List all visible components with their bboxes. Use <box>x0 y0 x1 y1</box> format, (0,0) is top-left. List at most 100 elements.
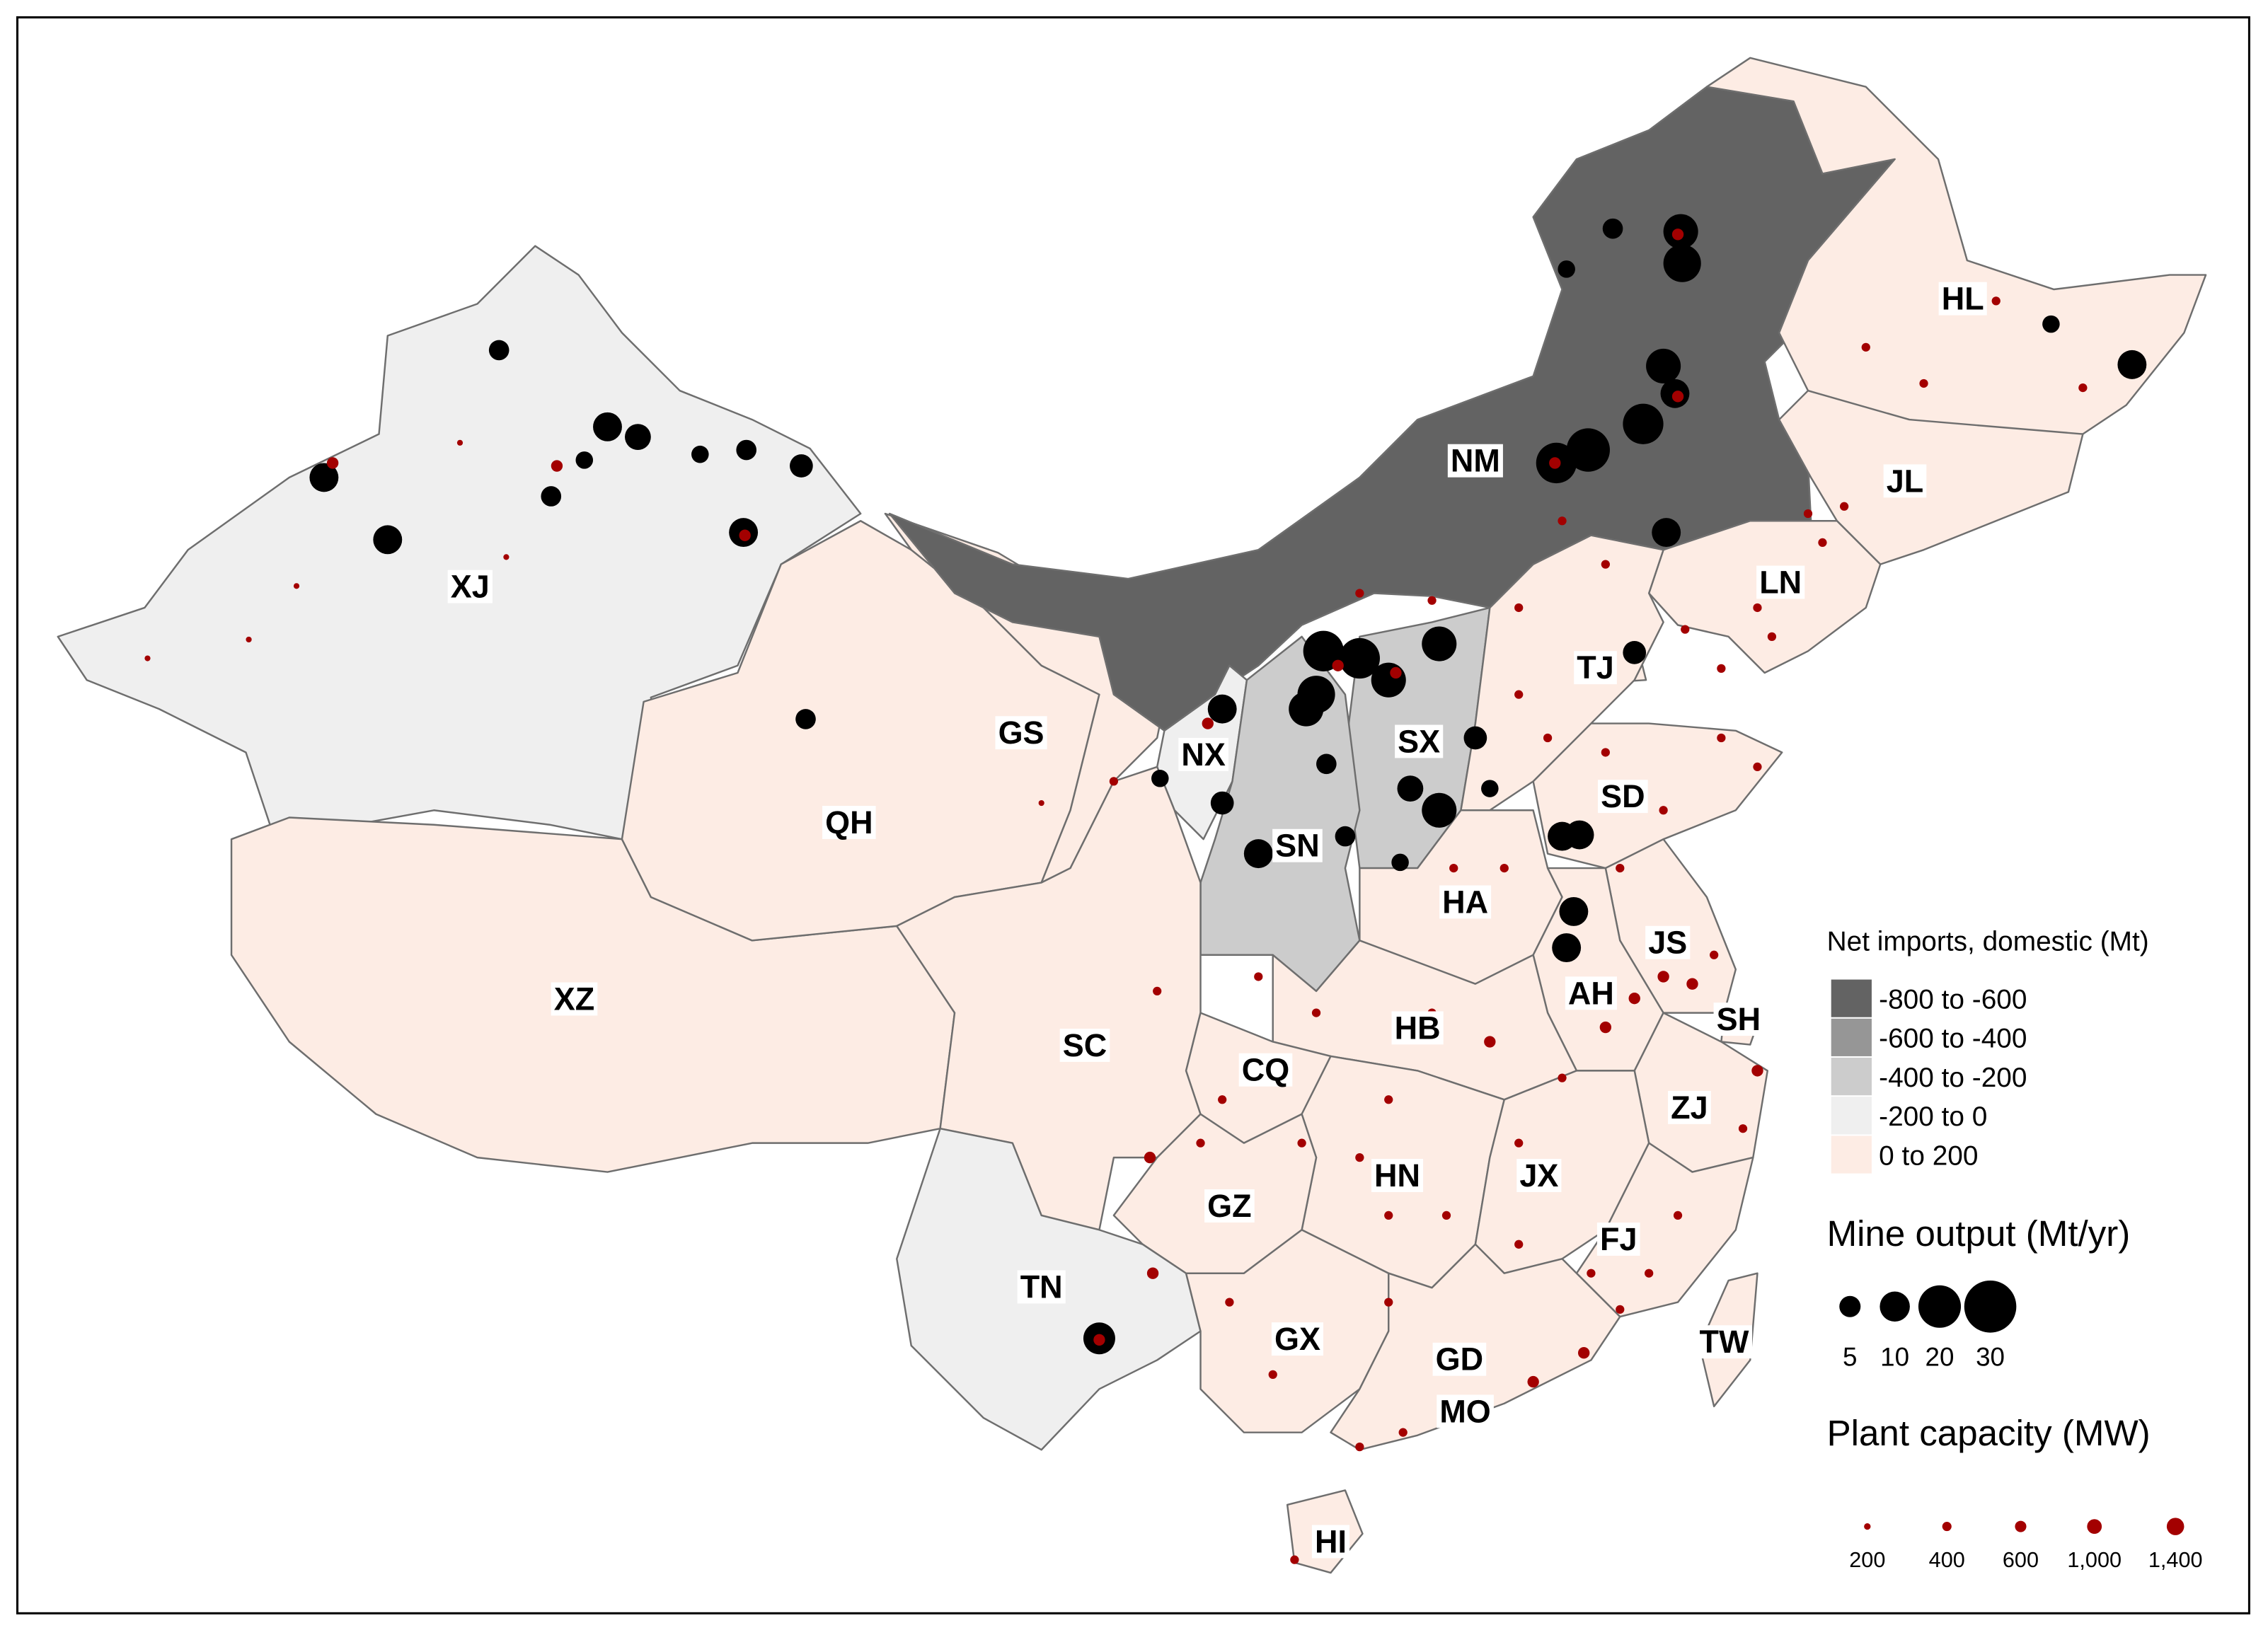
point <box>739 529 751 541</box>
point <box>1767 632 1777 641</box>
mine-points <box>309 214 2147 1355</box>
point <box>1427 596 1437 605</box>
point <box>1514 603 1524 613</box>
point <box>2117 349 2147 379</box>
province-shape <box>1532 722 1783 870</box>
point <box>1991 296 2001 306</box>
province-label: AH <box>1568 975 1614 1011</box>
point <box>1527 1375 1539 1388</box>
province-label: SN <box>1275 828 1319 864</box>
legend-label: -400 to -200 <box>1879 1063 2027 1093</box>
point <box>1566 428 1610 472</box>
legend-plant-symbol <box>2166 1518 2184 1535</box>
label-background <box>1447 444 1503 478</box>
province-label: TJ <box>1577 649 1613 686</box>
label-background <box>1938 282 1987 316</box>
province-label: JL <box>1887 463 1923 499</box>
point <box>1738 1124 1748 1133</box>
point <box>1671 229 1684 241</box>
label-background <box>1238 1053 1293 1087</box>
point <box>1391 853 1409 872</box>
point <box>1552 933 1582 963</box>
point <box>1645 1269 1654 1278</box>
label-background <box>1645 925 1691 959</box>
province-label: FJ <box>1600 1221 1637 1257</box>
legend-plant-label: 1,400 <box>2148 1548 2203 1572</box>
point <box>1514 1138 1524 1148</box>
label-background <box>1598 780 1648 814</box>
point <box>2078 383 2088 393</box>
point <box>1616 1305 1625 1314</box>
point <box>1578 1347 1590 1359</box>
point <box>691 445 709 463</box>
province-label: QH <box>825 804 873 840</box>
point <box>575 451 594 469</box>
point <box>1543 733 1553 743</box>
point <box>1601 748 1610 757</box>
point <box>1673 1211 1683 1220</box>
point <box>1565 820 1594 850</box>
legend-mine-symbol <box>1880 1291 1910 1322</box>
point <box>790 454 813 478</box>
point <box>1601 560 1610 569</box>
province-label: XZ <box>554 981 594 1017</box>
province-label: NX <box>1181 736 1225 773</box>
legend-title: Net imports, domestic (Mt) <box>1827 927 2149 957</box>
legend-swatch <box>1831 1018 1872 1056</box>
point <box>1144 1151 1156 1164</box>
point <box>625 424 651 451</box>
point <box>1558 516 1567 526</box>
legend-mine-symbol <box>1918 1285 1962 1328</box>
legend-label: -600 to -400 <box>1879 1024 2027 1054</box>
point <box>144 655 151 661</box>
legend-mine-symbol <box>1964 1280 2017 1333</box>
province-label: SD <box>1601 778 1645 814</box>
legend-swatch <box>1831 1097 1872 1135</box>
label-background <box>1883 464 1927 498</box>
point <box>1355 589 1364 598</box>
point <box>1243 839 1273 869</box>
point-layer <box>144 214 2147 1564</box>
point <box>326 457 339 469</box>
point <box>1225 1298 1234 1307</box>
legend-label: -200 to 0 <box>1879 1102 1987 1132</box>
province-label: GZ <box>1207 1188 1251 1224</box>
point <box>1753 603 1762 613</box>
point <box>1559 896 1589 926</box>
point <box>1196 1138 1205 1148</box>
point <box>795 709 816 729</box>
point <box>1335 826 1356 847</box>
point <box>1919 379 1928 388</box>
point <box>1449 863 1458 873</box>
point <box>1202 717 1214 729</box>
point <box>1332 659 1344 671</box>
point <box>1297 1138 1306 1148</box>
label-background <box>1311 1525 1350 1559</box>
point <box>1558 260 1575 278</box>
province-label: JS <box>1648 925 1687 961</box>
legend: Net imports, domestic (Mt) Mine output (… <box>1827 927 2203 1572</box>
label-background <box>1437 1394 1494 1428</box>
point <box>1151 770 1169 787</box>
province-shape <box>1575 1142 1754 1318</box>
point <box>1710 950 1719 959</box>
point <box>246 636 252 643</box>
province-label: MO <box>1439 1393 1490 1429</box>
legend-label: -800 to -600 <box>1879 984 2027 1015</box>
point <box>1398 1428 1408 1437</box>
point <box>1663 244 1701 282</box>
province-label: GD <box>1436 1341 1483 1377</box>
legend-plant-label: 400 <box>1929 1548 1965 1572</box>
province-label: TW <box>1700 1324 1749 1360</box>
label-background <box>822 806 876 839</box>
legend-mine-label: 30 <box>1976 1343 2005 1372</box>
point <box>2042 315 2060 333</box>
point <box>1514 690 1524 699</box>
province-label: JX <box>1519 1157 1558 1194</box>
point <box>1839 502 1849 511</box>
point <box>1390 666 1402 679</box>
point <box>1254 972 1263 981</box>
point <box>1623 640 1647 664</box>
point <box>1681 625 1690 634</box>
legend-plant-symbol <box>1864 1523 1871 1530</box>
